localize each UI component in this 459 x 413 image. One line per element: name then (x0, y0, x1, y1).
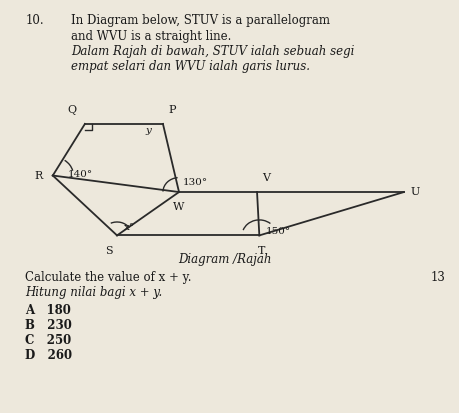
Text: V: V (262, 173, 269, 183)
Text: U: U (411, 187, 420, 197)
Text: Calculate the value of x + y.: Calculate the value of x + y. (25, 271, 192, 283)
Text: Diagram /Rajah: Diagram /Rajah (178, 253, 272, 266)
Text: 140°: 140° (68, 170, 93, 179)
Text: W: W (174, 202, 185, 212)
Text: and WVU is a straight line.: and WVU is a straight line. (71, 30, 231, 43)
Text: P: P (168, 105, 176, 115)
Text: D   260: D 260 (25, 349, 73, 362)
Text: Q: Q (67, 105, 77, 115)
Text: S: S (105, 246, 112, 256)
Text: 10.: 10. (25, 14, 44, 27)
Text: 130°: 130° (183, 178, 208, 187)
Text: C   250: C 250 (25, 334, 72, 347)
Text: A   180: A 180 (25, 304, 71, 316)
Text: R: R (34, 171, 43, 180)
Text: y: y (146, 126, 151, 135)
Text: x°: x° (124, 223, 135, 232)
Text: Hitung nilai bagi x + y.: Hitung nilai bagi x + y. (25, 286, 162, 299)
Text: 150°: 150° (265, 227, 291, 236)
Text: In Diagram below, STUV is a parallelogram: In Diagram below, STUV is a parallelogra… (71, 14, 330, 27)
Text: Dalam Rajah di bawah, STUV ialah sebuah segi: Dalam Rajah di bawah, STUV ialah sebuah … (71, 45, 354, 58)
Text: 13: 13 (431, 271, 445, 283)
Text: B   230: B 230 (25, 319, 72, 332)
Text: empat selari dan WVU ialah garis lurus.: empat selari dan WVU ialah garis lurus. (71, 60, 310, 73)
Text: T: T (258, 246, 265, 256)
